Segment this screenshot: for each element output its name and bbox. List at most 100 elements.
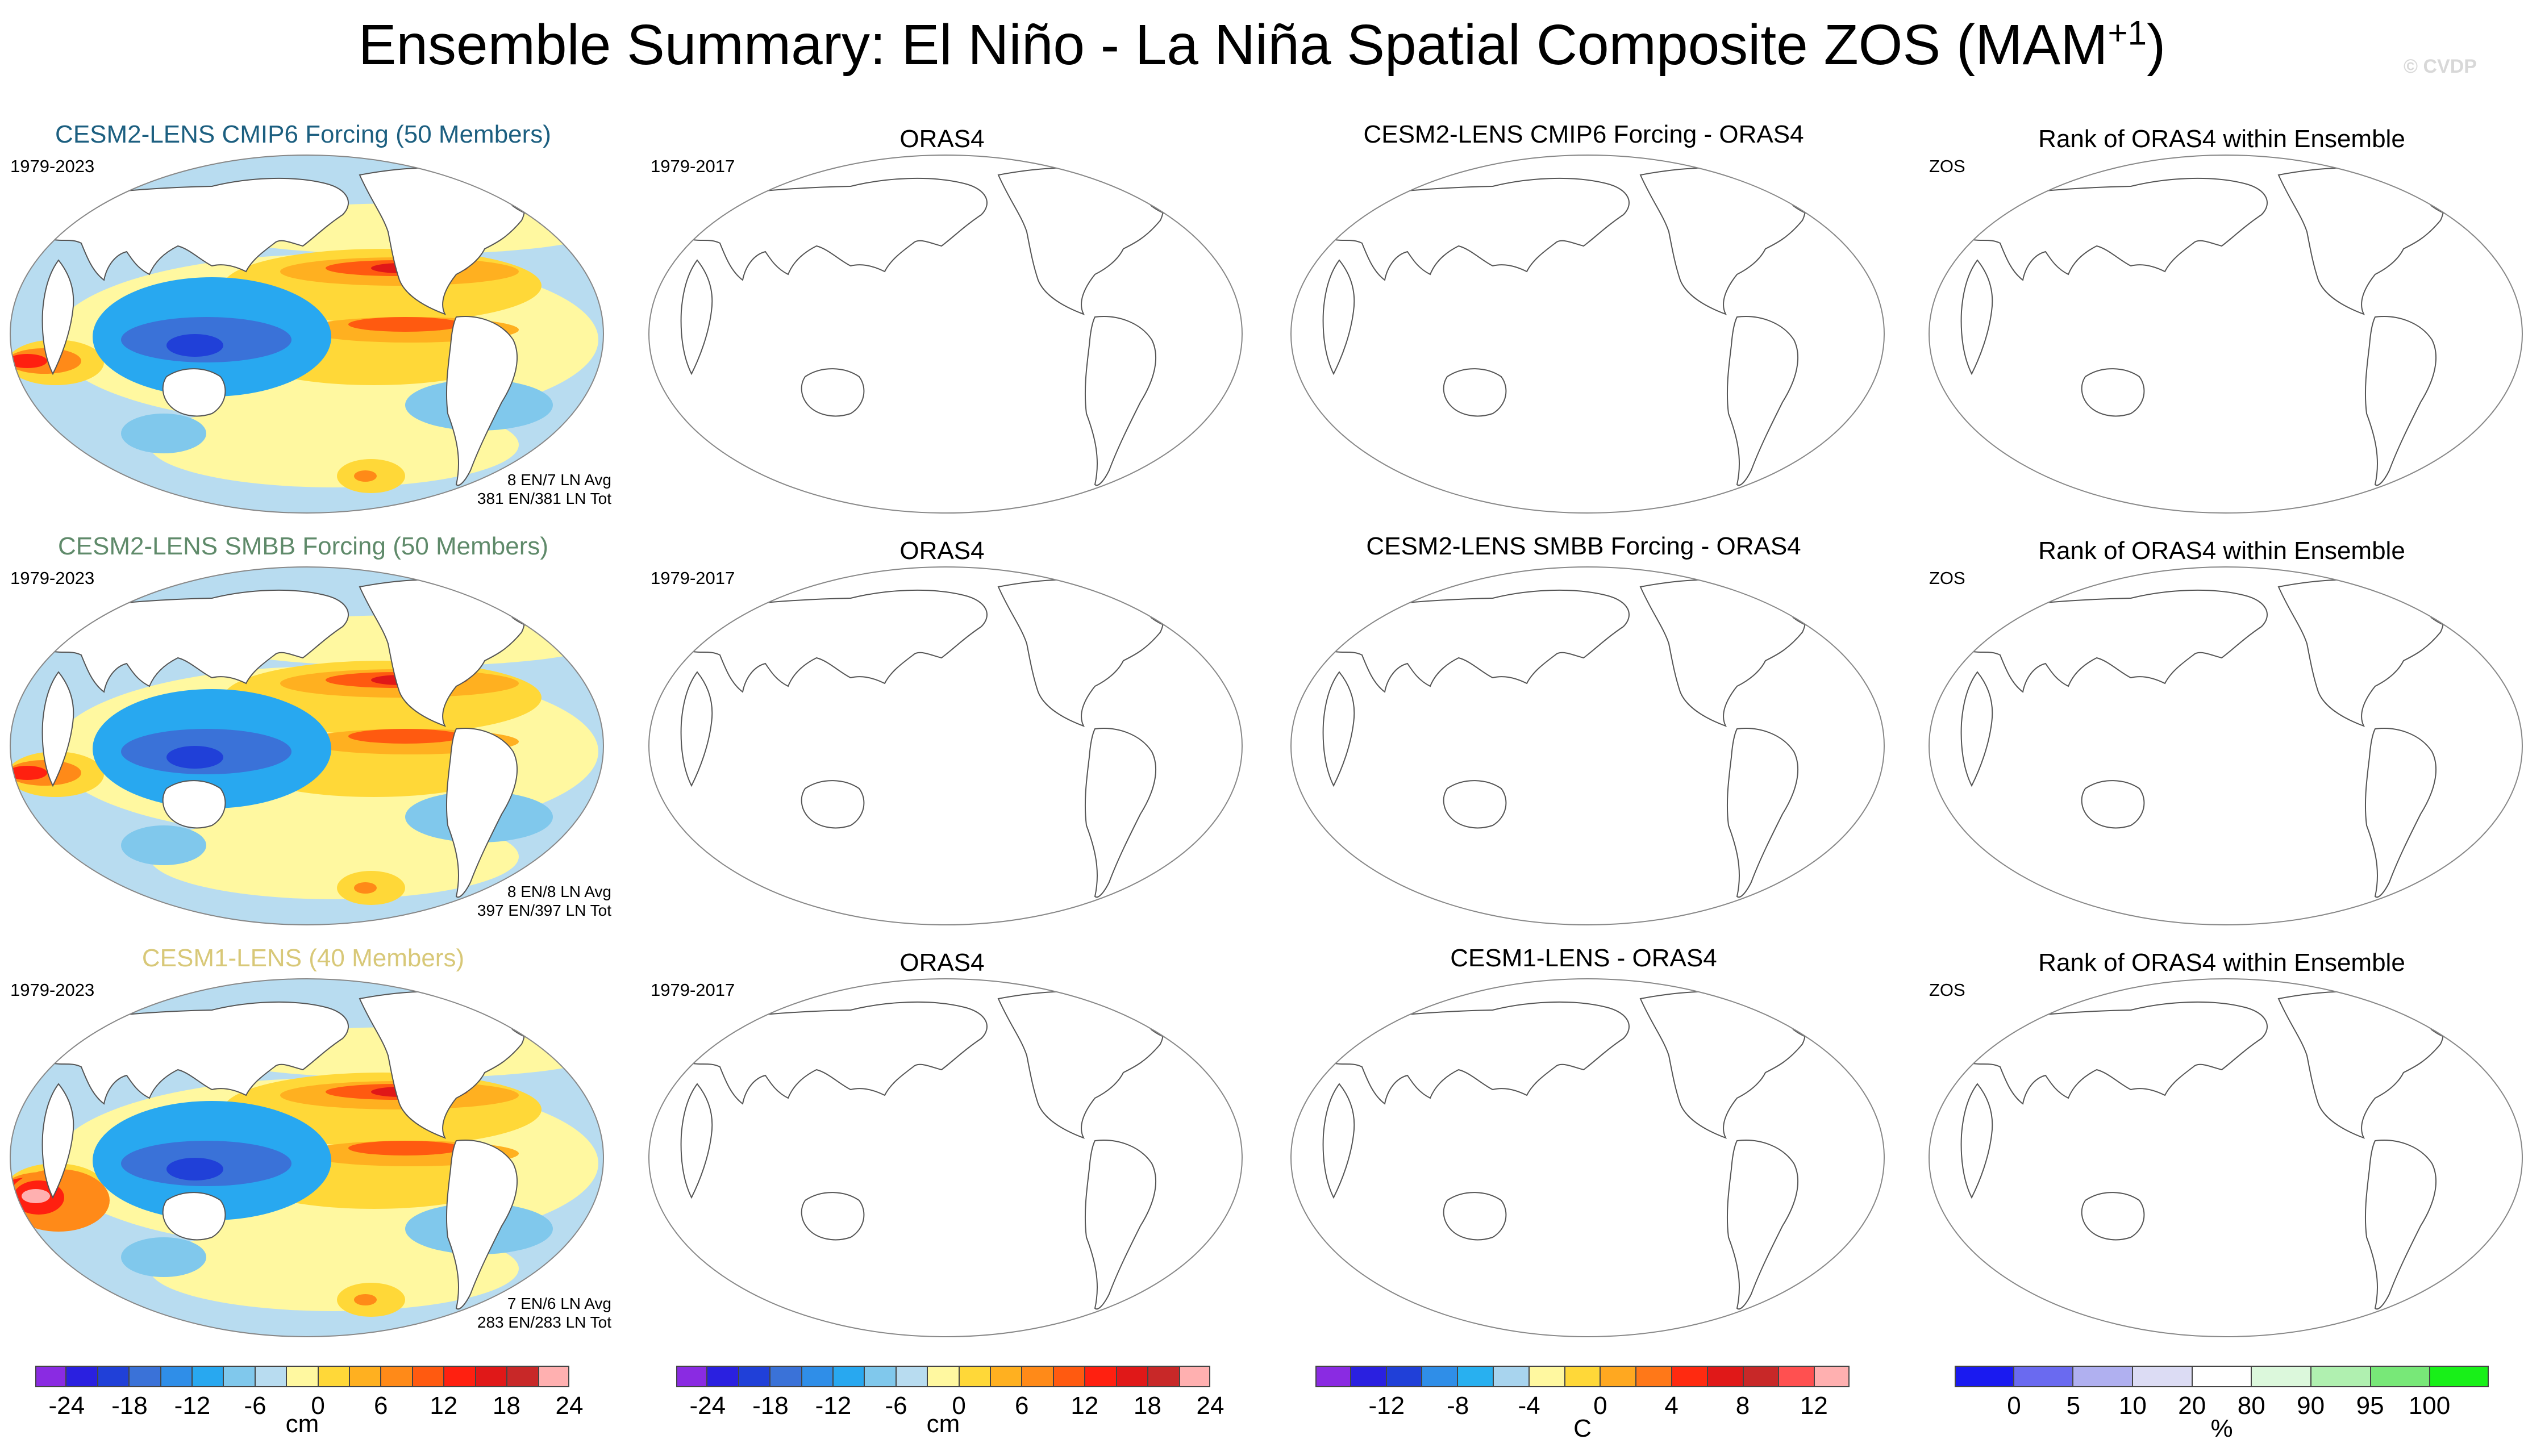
obs-composite-map [648, 566, 1243, 925]
colorbar-swatch [1529, 1366, 1565, 1387]
colorbar-swatch [1707, 1366, 1744, 1387]
ensemble-period: 1979-2023 [10, 980, 95, 1000]
rank-title: Rank of ORAS4 within Ensemble [2038, 537, 2405, 565]
diff-title: CESM2-LENS CMIP6 Forcing - ORAS4 [1363, 120, 1804, 148]
obs-title: ORAS4 [899, 537, 985, 565]
colorbar-swatch [991, 1366, 1023, 1387]
colorbar-swatch [1672, 1366, 1708, 1387]
ensemble-composite-map [10, 566, 604, 925]
colorbar-swatch [318, 1366, 351, 1387]
colorbar-swatch [1422, 1366, 1459, 1387]
colorbar-swatch [2073, 1366, 2134, 1387]
rank-title: Rank of ORAS4 within Ensemble [2038, 125, 2405, 153]
colorbar-unit: C [1573, 1415, 1592, 1442]
colorbar-swatch [802, 1366, 834, 1387]
composite-total: 397 EN/397 LN Tot [477, 902, 611, 919]
colorbar-tick-label: -18 [752, 1392, 789, 1420]
colorbar [676, 1366, 1210, 1387]
colorbar-tick-label: 8 [1735, 1392, 1750, 1420]
obs-title: ORAS4 [899, 949, 985, 977]
colorbar-swatch [865, 1366, 897, 1387]
colorbar-tick-label: -12 [1368, 1392, 1405, 1420]
composite-count: 8 EN/8 LN Avg 397 EN/397 LN Tot [352, 882, 611, 920]
colorbar-swatch [739, 1366, 771, 1387]
colorbar-swatch [896, 1366, 928, 1387]
colorbar [35, 1366, 569, 1387]
rank-variable: ZOS [1929, 156, 1965, 176]
obs-period: 1979-2017 [651, 156, 735, 176]
colorbar-swatch [1053, 1366, 1086, 1387]
colorbar-tick-label: 0 [311, 1392, 325, 1420]
difference-map [1290, 978, 1885, 1337]
colorbar-swatch [1815, 1366, 1850, 1387]
colorbar-tick-label: 12 [1071, 1392, 1099, 1420]
colorbar-swatch [539, 1366, 569, 1387]
colorbar-swatch [1022, 1366, 1054, 1387]
colorbar-unit: cm [926, 1410, 960, 1438]
diff-title: CESM2-LENS SMBB Forcing - ORAS4 [1366, 532, 1801, 560]
colorbar-tick-label: 90 [2297, 1392, 2325, 1420]
colorbar-swatch [2252, 1366, 2312, 1387]
colorbar-tick-label: 0 [2007, 1392, 2021, 1420]
colorbar-swatch [2430, 1366, 2489, 1387]
ensemble-title: CESM1-LENS (40 Members) [141, 944, 465, 972]
colorbar-swatch [1351, 1366, 1387, 1387]
colorbar-swatch [1148, 1366, 1180, 1387]
rank-map [1929, 566, 2523, 925]
rank-title: Rank of ORAS4 within Ensemble [2038, 949, 2405, 977]
colorbar-swatch [1636, 1366, 1672, 1387]
colorbar [1955, 1366, 2489, 1387]
ensemble-title: CESM2-LENS CMIP6 Forcing (50 Members) [55, 120, 551, 148]
watermark: © CVDP [2404, 56, 2477, 77]
colorbar-tick-label: -12 [815, 1392, 852, 1420]
ensemble-title: CESM2-LENS SMBB Forcing (50 Members) [57, 532, 549, 560]
colorbar-unit: % [2210, 1415, 2233, 1442]
colorbar-unit: cm [285, 1410, 319, 1438]
colorbar-swatch [1180, 1366, 1210, 1387]
page-title: Ensemble Summary: El Niño - La Niña Spat… [358, 13, 2166, 77]
colorbar-swatch [2311, 1366, 2371, 1387]
colorbar-swatch [35, 1366, 67, 1387]
colorbar-swatch [350, 1366, 382, 1387]
colorbar-swatch [1955, 1366, 2014, 1387]
rank-variable: ZOS [1929, 568, 1965, 588]
colorbar-swatch [287, 1366, 319, 1387]
rank-variable: ZOS [1929, 980, 1965, 1000]
colorbar-swatch [413, 1366, 445, 1387]
colorbar-swatch [676, 1366, 708, 1387]
composite-avg: 8 EN/7 LN Avg [507, 471, 611, 489]
colorbar-tick-label: 6 [1014, 1392, 1029, 1420]
colorbar-tick-label: 100 [2408, 1392, 2451, 1420]
colorbar-swatch [161, 1366, 193, 1387]
rank-map [1929, 155, 2523, 514]
colorbar-tick-label: 20 [2178, 1392, 2206, 1420]
colorbar-tick-label: -6 [885, 1392, 907, 1420]
colorbar-tick-label: -24 [48, 1392, 85, 1420]
colorbar-swatch [770, 1366, 802, 1387]
colorbar-swatch [1601, 1366, 1637, 1387]
colorbar-swatch [2371, 1366, 2431, 1387]
composite-total: 283 EN/283 LN Tot [477, 1313, 611, 1331]
colorbar-tick-label: 18 [1133, 1392, 1161, 1420]
colorbar-swatch [707, 1366, 739, 1387]
colorbar-swatch [98, 1366, 130, 1387]
colorbar-tick-label: 80 [2237, 1392, 2265, 1420]
composite-avg: 8 EN/8 LN Avg [507, 883, 611, 900]
obs-period: 1979-2017 [651, 980, 735, 1000]
colorbar-swatch [444, 1366, 476, 1387]
ensemble-composite-map [10, 978, 604, 1337]
colorbar-swatch [1743, 1366, 1780, 1387]
colorbar-tick-label: 0 [952, 1392, 966, 1420]
ensemble-period: 1979-2023 [10, 568, 95, 588]
colorbar-tick-label: -6 [244, 1392, 266, 1420]
diff-title: CESM1-LENS - ORAS4 [1450, 944, 1717, 972]
colorbar-swatch [1117, 1366, 1149, 1387]
colorbar-swatch [1315, 1366, 1351, 1387]
obs-period: 1979-2017 [651, 568, 735, 588]
difference-map [1290, 155, 1885, 514]
colorbar-swatch [959, 1366, 992, 1387]
colorbar-swatch [1458, 1366, 1494, 1387]
colorbar-swatch [255, 1366, 288, 1387]
colorbar-swatch [476, 1366, 508, 1387]
colorbar-tick-label: 12 [1800, 1392, 1828, 1420]
